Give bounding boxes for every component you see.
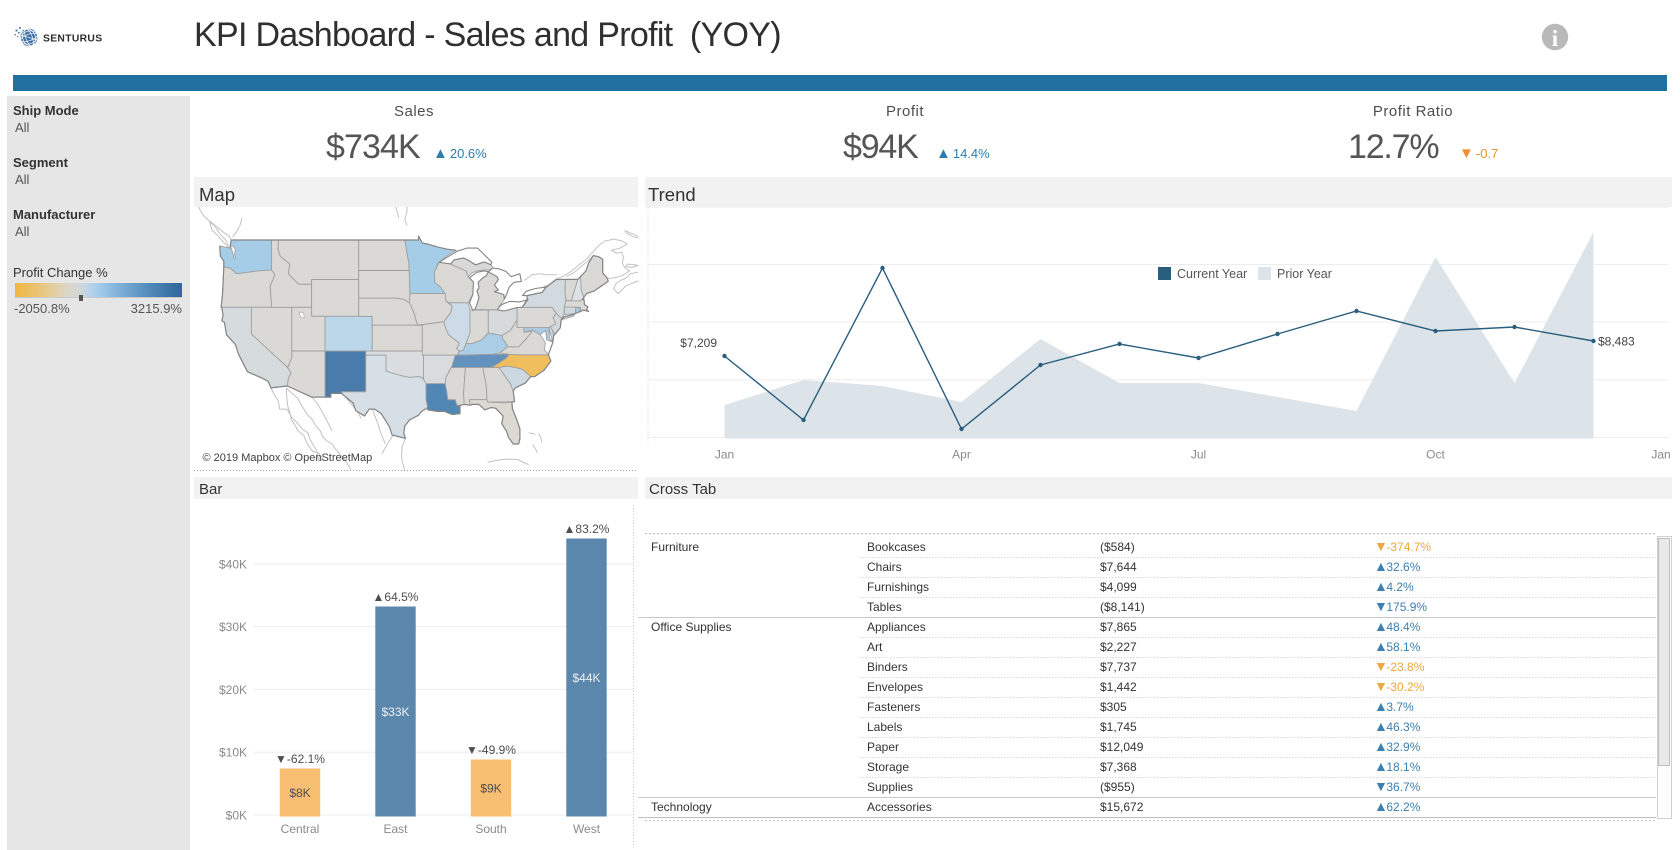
svg-text:$0K: $0K [226,809,247,823]
svg-text:South: South [475,822,506,836]
svg-text:$10K: $10K [219,746,247,760]
svg-text:$9K: $9K [480,782,501,796]
svg-text:$33K: $33K [381,705,409,719]
svg-text:Current Year: Current Year [1177,267,1247,281]
svg-text:Apr: Apr [952,448,971,462]
svg-text:East: East [383,822,408,836]
svg-text:$44K: $44K [572,671,600,685]
svg-text:▼-49.9%: ▼-49.9% [466,743,516,757]
svg-text:West: West [573,822,601,836]
svg-text:$7,209: $7,209 [680,336,717,350]
svg-text:Jan: Jan [1651,448,1670,462]
svg-text:Central: Central [281,822,320,836]
svg-text:$20K: $20K [219,683,247,697]
svg-text:i: i [1552,26,1559,51]
svg-text:SENTURUS: SENTURUS [43,33,102,44]
svg-text:Jul: Jul [1191,448,1206,462]
svg-text:$40K: $40K [219,557,247,571]
svg-text:$8,483: $8,483 [1598,335,1635,349]
svg-text:$30K: $30K [219,620,247,634]
svg-text:Prior Year: Prior Year [1277,267,1332,281]
svg-text:Jan: Jan [715,448,734,462]
svg-text:▼-62.1%: ▼-62.1% [275,752,325,766]
svg-text:© 2019 Mapbox © OpenStreetMap: © 2019 Mapbox © OpenStreetMap [203,452,373,464]
svg-text:$8K: $8K [289,786,310,800]
svg-text:▲64.5%: ▲64.5% [373,590,419,604]
svg-text:Oct: Oct [1426,448,1445,462]
svg-text:▲83.2%: ▲83.2% [564,522,610,536]
